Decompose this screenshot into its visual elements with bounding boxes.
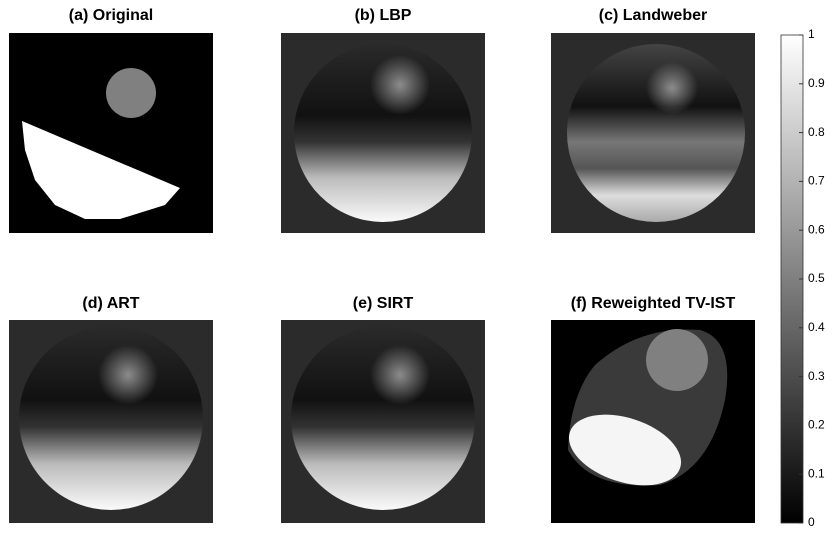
tick-label: 0.9 <box>808 76 825 90</box>
panel-title: (c) Landweber <box>599 7 707 24</box>
panel-title: (f) Reweighted TV-IST <box>571 295 736 312</box>
panel-f <box>551 320 755 523</box>
panel-e <box>281 320 485 523</box>
panel-c <box>551 33 755 233</box>
panel-d <box>9 320 213 523</box>
tick-label: 0.7 <box>808 174 825 188</box>
tick-label: 0.2 <box>808 418 825 432</box>
tick-label: 0.5 <box>808 271 825 285</box>
tick-label: 1 <box>808 27 815 41</box>
tick-label: 0.8 <box>808 125 825 139</box>
tick-label: 0 <box>808 515 815 529</box>
figure: (a) Original (b) LBP (c) Landweber (d) A… <box>0 0 836 537</box>
panel-b <box>281 33 485 233</box>
tick-label: 0.6 <box>808 222 825 236</box>
panel-title: (d) ART <box>82 295 139 312</box>
tick-label: 0.3 <box>808 369 825 383</box>
tick-label: 0.4 <box>808 320 825 334</box>
panel-a <box>9 33 213 233</box>
tick-label: 0.1 <box>808 466 825 480</box>
panel-title: (b) LBP <box>355 7 412 24</box>
panel-title: (e) SIRT <box>353 295 414 312</box>
panel-title: (a) Original <box>69 7 153 24</box>
